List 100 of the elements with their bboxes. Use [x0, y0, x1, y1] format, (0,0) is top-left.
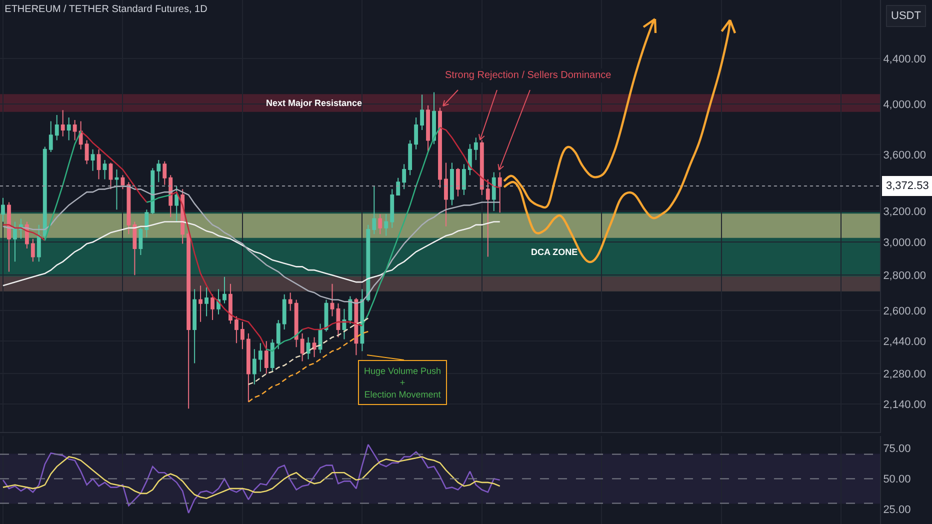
candlestick: [414, 117, 418, 150]
candlestick: [114, 169, 119, 210]
candlestick: [498, 172, 502, 214]
candlestick: [372, 186, 376, 235]
candlestick: [270, 338, 274, 372]
candlestick: [144, 209, 149, 238]
y-axis-title: USDT: [891, 10, 922, 22]
candlestick: [366, 224, 370, 302]
band-label: Next Major Resistance: [266, 98, 362, 108]
candlestick: [72, 119, 77, 141]
candlestick: [282, 294, 286, 330]
candlestick: [186, 228, 191, 410]
candlestick: [264, 340, 268, 374]
line-series: [2, 444, 501, 514]
candlestick: [444, 162, 448, 227]
candlestick: [288, 292, 292, 312]
line-series: [2, 221, 501, 286]
candlestick: [390, 188, 394, 228]
candlestick: [294, 299, 298, 348]
candlestick: [420, 94, 424, 130]
candlestick: [102, 160, 107, 180]
candlestick: [474, 137, 478, 161]
chart-title: ETHEREUM / TETHER Standard Futures, 1D: [4, 4, 208, 16]
candlestick: [492, 172, 496, 212]
y-tick-label: 2,280.00: [883, 368, 926, 381]
candlestick: [360, 288, 364, 352]
candlestick: [174, 186, 179, 222]
candlestick: [396, 177, 400, 196]
candlestick: [156, 160, 161, 183]
candlestick: [30, 238, 35, 262]
y-tick-label: 2,800.00: [883, 270, 926, 282]
candlestick: [342, 308, 346, 340]
candlestick: [132, 221, 137, 276]
candlestick: [300, 332, 304, 362]
candlestick: [120, 174, 125, 190]
candlestick: [426, 104, 430, 152]
candlestick: [486, 178, 490, 258]
candlestick: [162, 160, 167, 186]
y-tick-label: 50.00: [883, 474, 911, 486]
candlestick: [384, 214, 388, 236]
candlestick: [408, 140, 412, 176]
y-tick-label: 25.00: [883, 504, 911, 516]
annotation: Strong Rejection / Sellers Dominance: [445, 70, 612, 81]
candlestick: [198, 285, 203, 322]
y-tick-label: 3,200.00: [883, 206, 926, 218]
candlestick: [150, 168, 155, 215]
candlestick: [90, 148, 95, 172]
ref-line-label: 3,372.53: [886, 180, 929, 192]
candlestick: [438, 107, 442, 188]
y-tick-label: 3,000.00: [883, 236, 926, 249]
candlestick: [312, 336, 316, 358]
candlestick: [306, 336, 310, 360]
candlestick: [108, 162, 113, 190]
candlestick: [450, 162, 454, 206]
candlestick: [126, 182, 131, 235]
y-tick-label: 75.00: [883, 443, 911, 456]
candlestick: [432, 92, 436, 145]
candlestick: [354, 297, 358, 356]
candlestick: [7, 202, 11, 272]
candlestick: [228, 283, 232, 324]
y-tick-label: 2,140.00: [883, 398, 926, 411]
candlestick: [468, 144, 472, 176]
y-tick-label: 2,600.00: [883, 306, 926, 318]
candlestick: [252, 348, 256, 385]
candlestick: [258, 342, 262, 372]
line-series: [2, 186, 501, 304]
annotation: Huge Volume Push + Election Movement: [364, 366, 442, 400]
candlestick: [96, 148, 101, 180]
candlestick: [1, 197, 5, 222]
y-tick-label: 4,000.00: [883, 98, 926, 111]
band-label: DCA ZONE: [531, 247, 578, 257]
candlestick: [13, 221, 17, 262]
y-tick-label: 4,400.00: [883, 53, 926, 66]
y-tick-label: 2,440.00: [883, 336, 926, 348]
candlestick: [42, 146, 47, 240]
candlestick: [36, 224, 41, 262]
candlestick: [276, 320, 280, 350]
candlestick: [462, 164, 466, 196]
candlestick: [222, 276, 226, 304]
candlestick: [168, 174, 173, 218]
candlestick: [192, 288, 197, 364]
candlestick: [204, 286, 208, 317]
candlestick: [60, 110, 65, 137]
candlestick: [246, 332, 250, 402]
candlestick: [348, 296, 352, 324]
line-series: [2, 456, 501, 499]
candlestick: [240, 321, 244, 350]
candlestick: [378, 214, 382, 235]
candlestick: [234, 316, 238, 344]
candlestick: [402, 164, 406, 190]
candlestick: [480, 140, 484, 196]
candlestick: [456, 168, 460, 197]
candlestick: [138, 227, 143, 256]
y-tick-label: 3,600.00: [883, 150, 926, 162]
candlestick: [54, 114, 59, 141]
candlestick: [210, 294, 214, 321]
candlestick: [48, 120, 53, 152]
candlestick: [84, 140, 89, 165]
candlestick: [66, 117, 71, 141]
candlestick: [330, 283, 334, 317]
